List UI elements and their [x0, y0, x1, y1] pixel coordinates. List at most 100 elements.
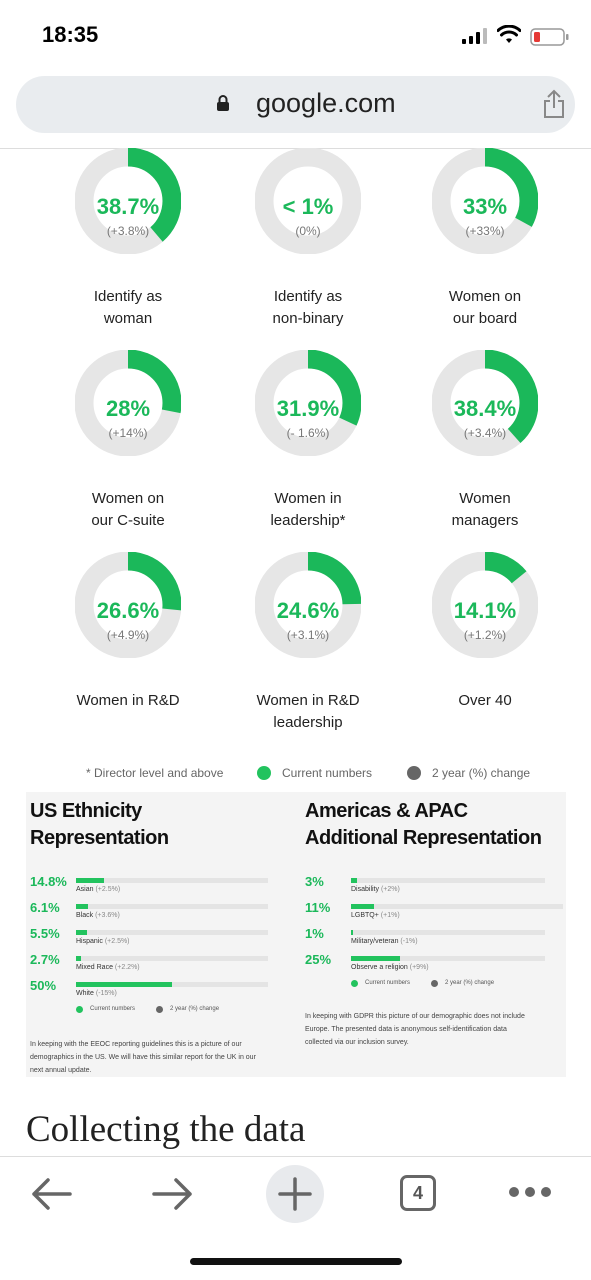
plus-icon — [278, 1177, 312, 1211]
bar-row: 3% Disability (+2%) — [305, 874, 563, 898]
change-dot — [431, 980, 438, 987]
bar-label: Disability (+2%) — [351, 886, 400, 893]
donut-ring — [432, 350, 538, 456]
donut-value: < 1% — [282, 194, 334, 219]
bar-row: 1% Military/veteran (-1%) — [305, 926, 563, 950]
change-dot — [407, 766, 421, 780]
us-footnote: In keeping with the EEOC reporting guide… — [30, 1041, 256, 1074]
donut-ring — [255, 552, 361, 658]
current-dot — [351, 980, 358, 987]
donut-change: (+4.9%) — [106, 628, 150, 642]
donut-ring — [255, 148, 361, 254]
bar-value: 25% — [305, 952, 332, 967]
bar-fill — [76, 982, 172, 987]
wifi-icon — [497, 25, 521, 43]
bar-fill — [351, 956, 400, 961]
donut-arc — [432, 350, 538, 456]
donut-value: 38.4% — [453, 396, 517, 421]
section-heading: Collecting the data — [26, 1109, 306, 1150]
divider — [0, 148, 591, 149]
bar-row: 6.1% Black (+3.6%) — [30, 900, 270, 924]
donut-legend: * Director level and above Current numbe… — [0, 766, 591, 786]
donut-change: (+33%) — [465, 224, 505, 238]
donut-over-40: 14.1% (+1.2%) Over 40 — [395, 552, 575, 732]
donut-value: 38.7% — [96, 194, 160, 219]
bar-value: 14.8% — [30, 874, 67, 889]
bar-track — [351, 930, 545, 935]
bar-fill — [76, 930, 87, 935]
bar-label: Observe a religion (+9%) — [351, 964, 429, 971]
donut-value: 14.1% — [453, 598, 517, 623]
bar-fill — [351, 878, 357, 883]
bar-row: 25% Observe a religion (+9%) — [305, 952, 563, 976]
donut-ring — [75, 148, 181, 254]
back-arrow-icon[interactable] — [30, 1177, 72, 1211]
donut-managers: 38.4% (+3.4%) Women managers — [395, 350, 575, 530]
donut-arc — [255, 552, 361, 658]
bar-fill — [76, 878, 105, 883]
bar-label: Mixed Race (+2.2%) — [76, 964, 140, 971]
bar-track — [351, 956, 545, 961]
americas-footnote: In keeping with GDPR this picture of our… — [305, 1013, 525, 1046]
donut-change: (+3.1%) — [286, 628, 330, 642]
donut-change: (- 1.6%) — [286, 426, 330, 440]
home-indicator — [190, 1258, 402, 1265]
share-icon[interactable] — [542, 89, 566, 119]
donut-arc — [432, 552, 538, 658]
us-title: US Ethnicity Representation — [30, 800, 169, 849]
donut-arc — [75, 148, 181, 254]
donut-label: Over 40 — [458, 692, 512, 709]
change-dot — [156, 1006, 163, 1013]
bar-label: LGBTQ+ (+1%) — [351, 912, 400, 919]
director-footnote: * Director level and above — [86, 766, 224, 780]
donut-arc — [75, 350, 181, 456]
bar-fill — [76, 904, 88, 909]
donut-value: 31.9% — [276, 396, 340, 421]
forward-arrow-icon[interactable] — [152, 1177, 194, 1211]
bar-track — [351, 904, 563, 909]
legend-current-label: Current numbers — [282, 766, 373, 780]
us-panel-legend: Current numbers 2 year (%) change — [76, 1006, 276, 1016]
donut-rnd-leadership: 24.6% (+3.1%) Women in R&D leadership — [218, 552, 398, 732]
donut-value: 28% — [105, 396, 151, 421]
battery-icon — [530, 28, 569, 46]
more-options-icon[interactable] — [508, 1185, 552, 1199]
bar-value: 5.5% — [30, 926, 60, 941]
bar-label: Asian (+2.5%) — [76, 886, 121, 893]
address-bar[interactable]: google.com — [16, 76, 575, 133]
donut-board: 33% (+33%) Women on our board — [395, 148, 575, 328]
current-dot — [76, 1006, 83, 1013]
donut-change: (+3.4%) — [463, 426, 507, 440]
bar-row: 5.5% Hispanic (+2.5%) — [30, 926, 270, 950]
bar-row: 2.7% Mixed Race (+2.2%) — [30, 952, 270, 976]
donut-change: (0%) — [295, 224, 321, 238]
bar-value: 6.1% — [30, 900, 60, 915]
legend-current-label: Current numbers — [90, 1006, 136, 1012]
donut-label: Women in R&D leadership — [256, 692, 360, 731]
legend-change-label: 2 year (%) change — [170, 1006, 220, 1012]
donut-change: (+3.8%) — [106, 224, 150, 238]
tab-switcher-button[interactable]: 4 — [400, 1175, 436, 1211]
bar-row: 11% LGBTQ+ (+1%) — [305, 900, 563, 924]
donut-label: Women on our board — [448, 288, 522, 327]
bar-track — [76, 930, 268, 935]
donut-label: Identify as non-binary — [272, 288, 344, 327]
new-tab-button[interactable] — [266, 1165, 324, 1223]
donut-value: 26.6% — [96, 598, 160, 623]
bar-value: 50% — [30, 978, 57, 993]
donut-c-suite: 28% (+14%) Women on our C-suite — [38, 350, 218, 530]
donut-change: (+14%) — [108, 426, 148, 440]
donut-arc — [255, 350, 361, 456]
bar-track — [76, 982, 268, 987]
bar-track — [76, 878, 268, 883]
representation-panel: US Ethnicity Representation Americas & AP… — [26, 792, 566, 1077]
signal-icon — [462, 28, 487, 44]
bar-row: 50% White (-15%) — [30, 978, 270, 1002]
bar-label: Hispanic (+2.5%) — [76, 938, 130, 945]
legend-change-label: 2 year (%) change — [445, 980, 495, 986]
americas-title: Americas & APAC Additional Representation — [305, 800, 542, 849]
donut-label: Women managers — [451, 490, 519, 529]
donut-value: 24.6% — [276, 598, 340, 623]
donut-identify-woman: 38.7% (+3.8%) Identify as woman — [38, 148, 218, 328]
donut-ring — [75, 552, 181, 658]
